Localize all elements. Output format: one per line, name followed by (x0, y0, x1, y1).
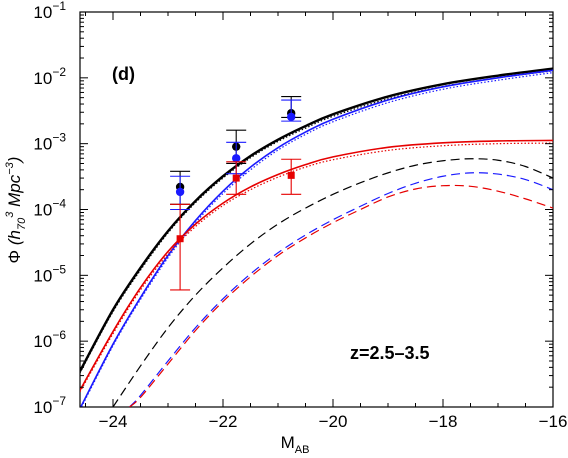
red-dashed-series-line (129, 184, 553, 407)
blue-circle-point (175, 187, 185, 197)
y-tick-label: 10−7 (33, 394, 66, 417)
blue-dotted-series-line (80, 72, 553, 407)
y-tick-label: 10−5 (33, 262, 66, 285)
blue-solid-series-line (80, 69, 553, 407)
y-tick-label: 10−3 (33, 131, 66, 154)
x-tick-label: −22 (209, 412, 238, 431)
y-axis-label: Φ (h703 Mpc−3) (4, 157, 28, 264)
data-points-layer (170, 95, 302, 291)
blue-circle-point (287, 112, 296, 122)
x-tick-label: −24 (99, 412, 128, 431)
red-square-point (287, 171, 295, 179)
black-dashed-series-line (112, 158, 553, 407)
red-dotted-series-line (80, 142, 553, 393)
plot-area (79, 11, 554, 408)
black-dotted-series-line (80, 70, 553, 374)
y-tick-label: 10−4 (33, 197, 66, 220)
redshift-annotation: z=2.5–3.5 (350, 343, 430, 363)
series-layer (80, 67, 553, 407)
x-tick-label: −18 (429, 412, 458, 431)
ticks-layer: −24 −22 −20 −18 −16 10−7 10−6 10−5 10−4 10−3 10−2 1… (33, 0, 567, 431)
y-tick-label: 10−6 (33, 328, 66, 351)
x-tick-label: −20 (319, 412, 348, 431)
plot-frame (79, 11, 554, 408)
red-solid-series-line (80, 139, 553, 391)
x-axis-label: MAB (281, 433, 310, 456)
y-tick-label: 10−2 (33, 65, 66, 88)
y-tick-label: 10−1 (33, 0, 66, 22)
panel-label: (d) (112, 64, 135, 84)
x-tick-label: −16 (539, 412, 568, 431)
black-solid-series-line (80, 67, 553, 372)
red-square-point (176, 235, 184, 243)
blue-dashed-series-line (129, 172, 553, 407)
blue-circle-point (232, 154, 241, 163)
red-square-point (232, 174, 240, 182)
